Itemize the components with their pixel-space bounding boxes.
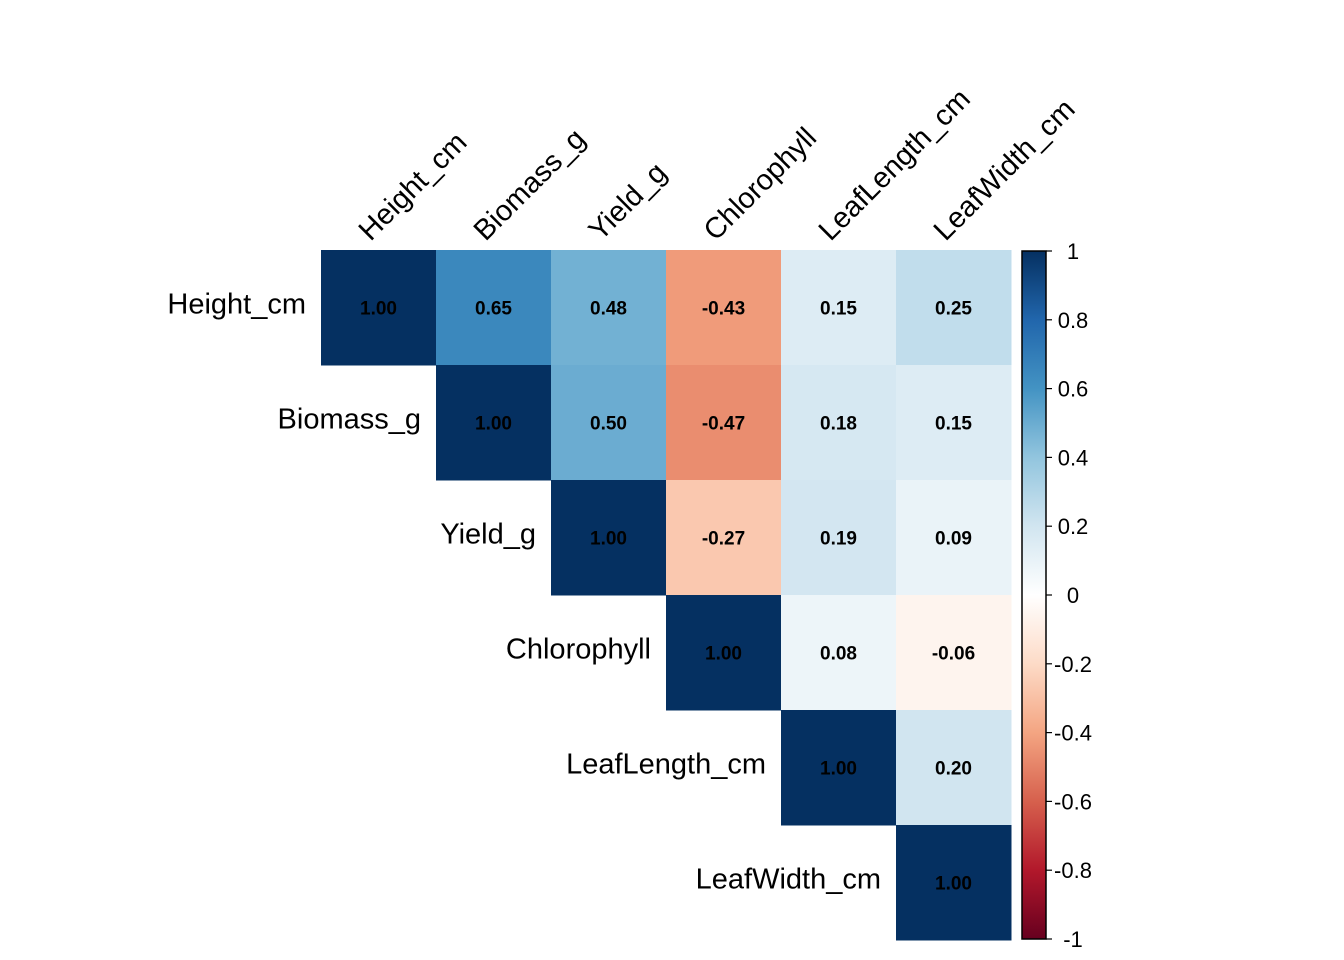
cell-value-label: 1.00 — [360, 299, 397, 320]
colorbar-tick-label: 0.8 — [1058, 308, 1089, 333]
cell-value-label: 1.00 — [590, 529, 627, 550]
heatmap-cell-Chlorophyll-LeafLength_cm — [781, 595, 897, 711]
heatmap-cell-LeafLength_cm-LeafLength_cm — [781, 710, 897, 826]
heatmap-cell-Yield_g-Yield_g — [551, 480, 667, 596]
cell-value-label: 0.65 — [475, 299, 512, 320]
row-label: Biomass_g — [278, 404, 421, 436]
cell-value-label: 0.19 — [820, 529, 857, 550]
colorbar-tick-label: -0.2 — [1054, 652, 1092, 677]
colorbar-tick-label: -0.4 — [1054, 721, 1092, 746]
colorbar: 1 0.8 0.6 0.4 0.2 0 -0.2 -0.4 -0.6 -0.8 -1 — [1021, 239, 1092, 952]
cell-value-label: 0.15 — [935, 414, 972, 435]
heatmap-cell-LeafLength_cm-LeafWidth_cm — [896, 710, 1012, 826]
colorbar-tick-label: -0.8 — [1054, 858, 1092, 883]
colorbar-tick-label: 0.2 — [1058, 514, 1089, 539]
heatmap-cell-Biomass_g-Yield_g — [551, 365, 667, 481]
colorbar-tick-label: 0 — [1067, 583, 1079, 608]
cell-value-label: 0.08 — [820, 644, 857, 665]
cell-value-label: 0.18 — [820, 414, 857, 435]
heatmap-cell-Height_cm-Yield_g — [551, 250, 667, 366]
heatmap-cell-Yield_g-LeafLength_cm — [781, 480, 897, 596]
heatmap-cell-Biomass_g-Biomass_g — [436, 365, 552, 481]
cell-value-label: 0.50 — [590, 414, 627, 435]
heatmap-cell-Height_cm-Biomass_g — [436, 250, 552, 366]
cell-value-label: 1.00 — [705, 644, 742, 665]
row-label: Chlorophyll — [506, 634, 651, 666]
cell-value-label: -0.27 — [702, 529, 745, 550]
heatmap-cell-Biomass_g-LeafLength_cm — [781, 365, 897, 481]
cell-value-label: -0.06 — [932, 644, 975, 665]
heatmap-cell-Height_cm-Chlorophyll — [666, 250, 782, 366]
heatmap-cells — [321, 250, 1012, 941]
colorbar-tick-label: -0.6 — [1054, 789, 1092, 814]
heatmap-cell-Yield_g-Chlorophyll — [666, 480, 782, 596]
heatmap-cell-Chlorophyll-LeafWidth_cm — [896, 595, 1012, 711]
row-label: Height_cm — [167, 289, 306, 321]
column-label: Biomass_g — [468, 123, 592, 247]
cell-value-label: 1.00 — [820, 759, 857, 780]
cell-value-label: -0.43 — [702, 299, 745, 320]
heatmap-cell-Yield_g-LeafWidth_cm — [896, 480, 1012, 596]
heatmap-cell-Biomass_g-LeafWidth_cm — [896, 365, 1012, 481]
cell-value-label: 1.00 — [475, 414, 512, 435]
colorbar-tick-label: -1 — [1063, 927, 1083, 952]
row-label: Yield_g — [440, 519, 536, 551]
column-label: Yield_g — [583, 157, 673, 247]
cell-value-label: -0.47 — [702, 414, 745, 435]
row-label: LeafWidth_cm — [696, 864, 881, 896]
cell-value-label: 0.09 — [935, 529, 972, 550]
row-label: LeafLength_cm — [566, 749, 766, 781]
colorbar-tick-label: 0.4 — [1058, 445, 1089, 470]
heatmap-cell-Height_cm-Height_cm — [321, 250, 437, 366]
heatmap-cell-labels: 1.00 0.65 0.48 -0.43 0.15 0.25 1.00 0.50 -0.47 0.… — [360, 299, 975, 895]
column-label: Chlorophyll — [698, 122, 823, 247]
heatmap-cell-Biomass_g-Chlorophyll — [666, 365, 782, 481]
cell-value-label: 0.15 — [820, 299, 857, 320]
cell-value-label: 1.00 — [935, 874, 972, 895]
heatmap-cell-LeafWidth_cm-LeafWidth_cm — [896, 825, 1012, 941]
heatmap-cell-Height_cm-LeafWidth_cm — [896, 250, 1012, 366]
colorbar-gradient — [1021, 250, 1047, 940]
cell-value-label: 0.25 — [935, 299, 972, 320]
colorbar-tick-label: 0.6 — [1058, 377, 1089, 402]
cell-value-label: 0.20 — [935, 759, 972, 780]
colorbar-tick-label: 1 — [1067, 239, 1079, 264]
row-labels: Height_cm Biomass_g Yield_g Chlorophyll Leaf… — [167, 289, 881, 896]
column-label: Height_cm — [353, 126, 474, 247]
cell-value-label: 0.48 — [590, 299, 627, 320]
heatmap-cell-Height_cm-LeafLength_cm — [781, 250, 897, 366]
heatmap-cell-Chlorophyll-Chlorophyll — [666, 595, 782, 711]
